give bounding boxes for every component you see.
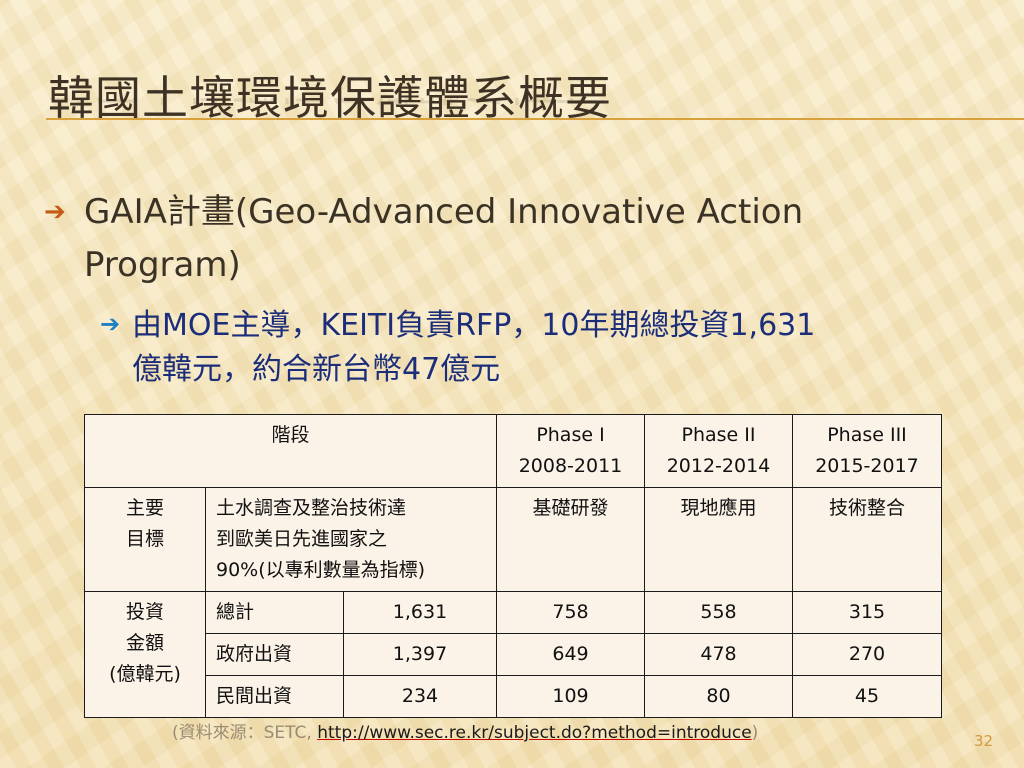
cell-phase1: 649 bbox=[496, 633, 645, 676]
goal-label: 主要 目標 bbox=[84, 487, 206, 592]
gaia-phase-table: 階段 Phase I 2008-2011 Phase II 2012-2014 Ph… bbox=[84, 414, 942, 718]
cell-phase3: 45 bbox=[792, 675, 942, 718]
row-label: 民間出資 bbox=[205, 675, 344, 718]
slide-title: 韓國土壤環境保護體系概要 bbox=[48, 71, 612, 125]
cell-phase3: 315 bbox=[792, 591, 942, 634]
goal-phase3: 技術整合 bbox=[792, 487, 942, 592]
header-stage: 階段 bbox=[84, 414, 497, 488]
source-suffix: ) bbox=[751, 723, 759, 743]
cell-phase2: 478 bbox=[644, 633, 793, 676]
goal-phase1: 基礎研發 bbox=[496, 487, 645, 592]
table-row-investment-total: 投資 金額 (億韓元) 總計 1,631 758 558 315 bbox=[84, 591, 942, 718]
goal-phase2: 現地應用 bbox=[644, 487, 793, 592]
arrow-right-icon: ➔ bbox=[100, 310, 121, 338]
row-label: 總計 bbox=[205, 591, 344, 634]
table-header-row: 階段 Phase I 2008-2011 Phase II 2012-2014 Ph… bbox=[84, 414, 942, 488]
bullet2-text-head: 由MOE主導，KEITI負責RFP，10年期總投資1,631 bbox=[132, 308, 816, 343]
bullet1-text-head: GAIA計畫(Geo-Advanced Innovative Action bbox=[84, 192, 804, 232]
cell-phase3: 270 bbox=[792, 633, 942, 676]
header-phase1: Phase I 2008-2011 bbox=[496, 414, 645, 488]
bullet-level1: ➔ GAIA計畫(Geo-Advanced Innovative Action P… bbox=[44, 186, 944, 292]
header-phase2: Phase II 2012-2014 bbox=[644, 414, 793, 488]
cell-total: 234 bbox=[343, 675, 497, 718]
cell-total: 1,631 bbox=[343, 591, 497, 634]
bullet2-text-tail: 億韓元，約合新台幣47億元 bbox=[132, 352, 501, 387]
page-number: 32 bbox=[974, 732, 994, 750]
title-divider bbox=[46, 118, 1024, 120]
cell-phase2: 80 bbox=[644, 675, 793, 718]
header-phase3: Phase III 2015-2017 bbox=[792, 414, 942, 488]
table-row-investment-government: 政府出資 1,397 649 478 270 bbox=[85, 633, 942, 676]
table-row-goal: 主要 目標 土水調查及整治技術達 到歐美日先進國家之 90%(以專利數量為指標) 基礎… bbox=[84, 487, 942, 592]
cell-total: 1,397 bbox=[343, 633, 497, 676]
bullet1-text-tail: Program) bbox=[84, 245, 241, 285]
arrow-right-icon: ➔ bbox=[44, 197, 66, 227]
bullet-level2: ➔ 由MOE主導，KEITI負責RFP，10年期總投資1,631 億韓元，約合新台… bbox=[100, 302, 980, 392]
source-prefix: (資料來源：SETC, bbox=[172, 723, 318, 743]
cell-phase1: 109 bbox=[496, 675, 645, 718]
cell-phase2: 558 bbox=[644, 591, 793, 634]
row-label: 政府出資 bbox=[205, 633, 344, 676]
source-citation: (資料來源：SETC, http://www.sec.re.kr/subject… bbox=[172, 718, 758, 743]
source-link[interactable]: http://www.sec.re.kr/subject.do?method=i… bbox=[317, 723, 752, 743]
goal-description: 土水調查及整治技術達 到歐美日先進國家之 90%(以專利數量為指標) bbox=[205, 487, 497, 592]
cell-phase1: 758 bbox=[496, 591, 645, 634]
table-row-investment-private: 民間出資 234 109 80 45 bbox=[85, 675, 942, 718]
slide-title-reflection: 韓國土壤環境保護體系概要 bbox=[48, 98, 600, 118]
investment-label: 投資 金額 (億韓元) bbox=[84, 591, 206, 718]
